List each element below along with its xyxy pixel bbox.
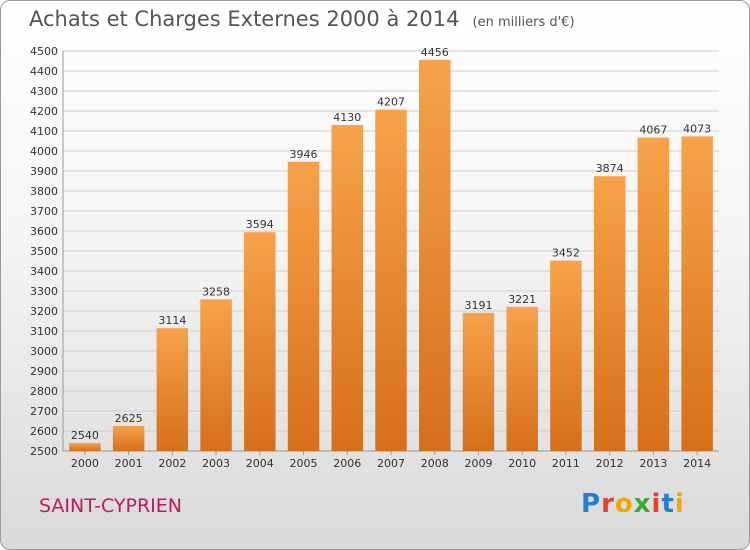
- bar-2000: [69, 443, 101, 451]
- bar-2006: [331, 125, 364, 451]
- bar-2012: [593, 176, 626, 451]
- bar-2014: [681, 136, 713, 451]
- y-tick-label: 2600: [30, 425, 58, 438]
- bar-2009: [462, 312, 495, 451]
- bar-2013: [637, 137, 670, 451]
- bar-value-label: 4207: [377, 96, 405, 109]
- bar-2001: [112, 426, 145, 451]
- y-tick-label: 3400: [30, 265, 58, 278]
- x-tick-label: 2014: [683, 457, 711, 470]
- bar-value-label: 4073: [683, 122, 711, 135]
- bar-value-label: 3221: [508, 293, 536, 306]
- bar-2003: [200, 299, 232, 451]
- bar-value-label: 3874: [596, 162, 624, 175]
- y-axis-ticks: 2500 2600 2700 2800 2900 3000 3100 3200 3300 3400…: [30, 45, 58, 458]
- bar-value-label: 3452: [552, 247, 580, 260]
- bar-2008: [418, 59, 451, 452]
- logo-letter: o: [614, 489, 634, 519]
- y-tick-label: 3800: [30, 185, 58, 198]
- x-tick-label: 2010: [508, 457, 536, 470]
- logo-letter: r: [601, 489, 615, 519]
- bar-2007: [375, 109, 407, 451]
- y-tick-label: 3700: [30, 205, 58, 218]
- x-tick-label: 2012: [596, 457, 624, 470]
- y-tick-label: 3300: [30, 285, 58, 298]
- logo-letter: i: [674, 489, 685, 519]
- bar-value-label: 4130: [333, 111, 361, 124]
- x-tick-label: 2001: [115, 457, 143, 470]
- x-tick-label: 2004: [246, 457, 274, 470]
- x-tick-label: 2000: [71, 457, 99, 470]
- x-tick-label: 2007: [377, 457, 405, 470]
- chart-unit: (en milliers d'€): [472, 15, 575, 30]
- y-tick-label: 3500: [30, 245, 58, 258]
- y-tick-label: 4000: [30, 145, 58, 158]
- logo-letter: t: [661, 489, 675, 519]
- y-tick-label: 4100: [30, 125, 58, 138]
- logo-letter: P: [581, 489, 602, 519]
- y-tick-label: 3600: [30, 225, 58, 238]
- chart-title-block: Achats et Charges Externes 2000 à 2014 (…: [29, 7, 575, 31]
- proxiti-logo: Proxiti: [581, 489, 685, 519]
- y-tick-label: 3900: [30, 165, 58, 178]
- bar-value-label: 2625: [115, 412, 143, 425]
- x-tick-label: 2011: [552, 457, 580, 470]
- x-tick-label: 2005: [290, 457, 318, 470]
- y-tick-label: 4500: [30, 45, 58, 58]
- y-tick-label: 2500: [30, 445, 58, 458]
- bar-value-label: 4456: [421, 46, 449, 59]
- x-tick-label: 2008: [421, 457, 449, 470]
- data-labels: 2540 2625 3114 3258 3594 3946 4130 4207 4456 3191…: [71, 46, 711, 442]
- x-tick-label: 2013: [639, 457, 667, 470]
- x-tick-label: 2002: [158, 457, 186, 470]
- bar-value-label: 3594: [246, 218, 274, 231]
- bar-2004: [244, 232, 276, 451]
- y-tick-label: 2900: [30, 365, 58, 378]
- y-tick-label: 4400: [30, 65, 58, 78]
- bar-value-label: 3946: [290, 148, 318, 161]
- y-tick-label: 3200: [30, 305, 58, 318]
- logo-letter: i: [651, 489, 662, 519]
- y-tick-label: 2800: [30, 385, 58, 398]
- chart-title: Achats et Charges Externes 2000 à 2014: [29, 7, 460, 31]
- x-tick-label: 2006: [333, 457, 361, 470]
- y-tick-label: 4200: [30, 105, 58, 118]
- bar-2002: [156, 328, 189, 451]
- y-tick-label: 4300: [30, 85, 58, 98]
- x-tick-label: 2003: [202, 457, 230, 470]
- bar-2011: [550, 260, 582, 451]
- bar-value-label: 3191: [464, 299, 492, 312]
- bars: [69, 59, 713, 452]
- bar-2010: [506, 306, 538, 451]
- bar-value-label: 2540: [71, 429, 99, 442]
- bar-value-label: 3114: [158, 314, 186, 327]
- y-tick-label: 3000: [30, 345, 58, 358]
- logo-letter: x: [633, 489, 652, 519]
- y-tick-label: 2700: [30, 405, 58, 418]
- y-tick-label: 3100: [30, 325, 58, 338]
- bar-value-label: 3258: [202, 285, 230, 298]
- bar-value-label: 4067: [639, 124, 667, 137]
- place-name: SAINT-CYPRIEN: [39, 495, 182, 517]
- x-axis-ticks: 2000 2001 2002 2003 2004 2005 2006 2007 2008 2009…: [71, 451, 711, 470]
- x-tick-label: 2009: [464, 457, 492, 470]
- bar-2005: [287, 161, 320, 452]
